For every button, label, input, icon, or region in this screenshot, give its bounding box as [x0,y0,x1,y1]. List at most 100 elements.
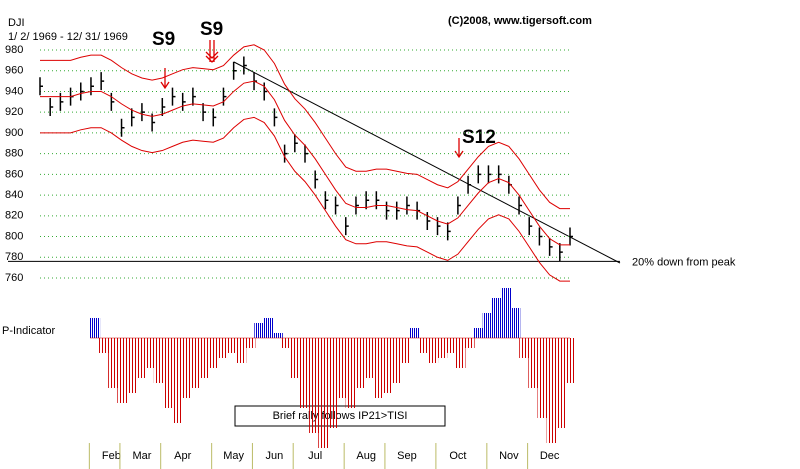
indicator-bar [99,338,110,353]
indicator-bar [345,338,356,408]
price-bar [243,56,247,75]
price-bar [304,144,308,163]
x-tick-label: Jun [266,450,284,462]
price-bar [263,82,268,101]
indicator-bar [564,338,576,383]
indicator-bar [537,338,548,418]
indicator-bar [418,338,429,353]
x-tick-label: Nov [499,450,519,462]
price-bar [467,175,472,194]
indicator-bar [281,338,292,348]
indicator-bar [437,338,448,358]
indicator-bar [217,338,228,358]
price-bar [497,165,502,184]
indicator-bar [135,338,146,378]
indicator-bar [172,338,183,423]
signal-label: S9 [152,29,175,50]
band-line [40,80,570,246]
x-tick-label: Jul [308,450,322,462]
band-line [40,44,570,210]
indicator-bar [500,288,512,338]
x-tick-label: Feb [102,450,121,462]
price-bar [457,196,461,215]
y-tick-label: 960 [5,65,23,77]
y-tick-label: 760 [5,272,23,284]
price-bar [294,134,298,153]
indicator-bar [245,338,256,348]
price-bar [559,243,563,262]
price-bar [100,72,105,91]
price-bar [222,87,227,106]
price-bar [283,144,288,163]
indicator-bar [336,338,347,398]
indicator-bar [162,338,174,408]
indicator-bar [208,338,219,368]
indicator-bar [126,338,137,393]
indicator-bar [144,338,155,368]
price-bar [192,87,196,106]
indicator-bar [199,338,210,378]
y-tick-label: 840 [5,189,23,201]
indicator-bar [510,308,521,338]
price-bar [59,92,64,111]
indicator-bar [473,328,484,338]
indicator-bar [254,323,265,338]
credit: (C)2008, www.tigersoft.com [448,15,592,27]
price-bar [212,108,217,127]
price-bar [334,196,339,215]
price-bar [487,165,492,184]
y-tick-label: 800 [5,230,23,242]
price-bar [375,191,380,210]
indicator-bar [491,298,503,338]
price-bar [49,98,54,116]
annotation-box [234,405,446,427]
y-tick-label: 880 [5,148,23,160]
indicator-bar [546,338,557,443]
price-bar [528,217,533,236]
price-bar [385,201,390,220]
y-tick-label: 980 [5,44,23,56]
price-bar [202,103,207,122]
price-bar [141,103,145,122]
price-bar [548,237,553,256]
price-bar [355,196,359,215]
x-tick-label: Oct [449,450,466,462]
price-bar [130,108,135,127]
indicator-bar [117,338,128,403]
y-tick-label: 940 [5,85,23,97]
price-bar [273,108,278,127]
indicator-bar [528,338,539,388]
price-bar [538,227,543,246]
indicator-bar [382,338,393,393]
indicator-bar [464,338,475,348]
price-bar [324,191,329,210]
price-bar [436,217,441,236]
signal-label: S12 [462,127,496,148]
indicator-bar [309,338,320,433]
x-tick-label: Mar [132,450,151,462]
trend-line [233,61,621,264]
price-bar [80,82,84,101]
price-bar [161,98,166,116]
price-bar [395,201,400,220]
price-bar [232,61,237,80]
indicator-bar [373,338,384,398]
chart-title: DJI [8,17,25,29]
annotation: Brief rally follows IP21>TISI [273,410,408,422]
indicator-bar [363,338,375,378]
price-bar [446,222,451,241]
indicator-bar [427,338,439,363]
price-bar [345,217,349,236]
indicator-title: P-Indicator [2,325,56,337]
indicator-bar [236,338,247,363]
indicator-bar [555,338,566,428]
price-bar [171,87,176,106]
indicator-bar [153,338,165,383]
y-tick-label: 920 [5,106,23,118]
indicator-bar [354,338,365,388]
indicator-bar [181,338,192,398]
indicator-bar [290,338,302,378]
chart-subtitle: 1/ 2/ 1969 - 12/ 31/ 1969 [8,31,128,43]
signal-arrows [160,40,464,159]
